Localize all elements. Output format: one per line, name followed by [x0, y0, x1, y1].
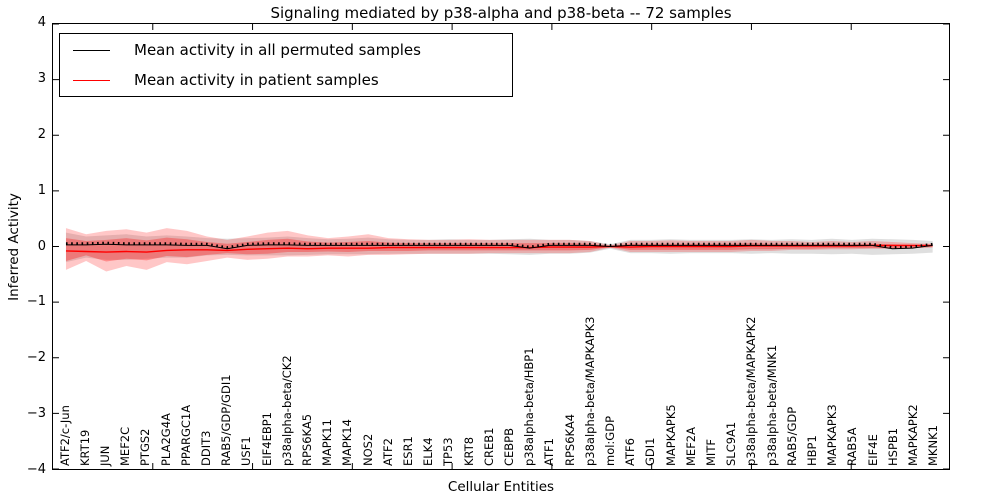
x-tick-label: RAB5A: [845, 427, 860, 466]
y-tick-label: −2: [26, 350, 46, 366]
x-tick-label: p38alpha-beta/MAPKAPK3: [582, 316, 597, 467]
legend-row-patient: Mean activity in patient samples: [60, 65, 512, 95]
x-tick-label: ATF2: [380, 438, 395, 466]
y-tick-label: −4: [26, 462, 46, 477]
x-tick-label: RAB5/GDP: [784, 406, 799, 466]
x-tick-label: DDIT3: [198, 430, 213, 466]
y-tick-label: 2: [37, 126, 46, 142]
patient-line-swatch: [73, 79, 110, 81]
x-tick-label: ELK4: [421, 437, 436, 466]
x-tick-label: p38alpha-beta/MNK1: [764, 344, 779, 466]
x-tick-label: MAPK14: [340, 419, 355, 466]
x-tick-label: MITF: [703, 439, 718, 466]
x-tick-label: MAPK11: [320, 419, 335, 466]
chart-svg: [53, 24, 949, 469]
y-tick-label: 4: [37, 15, 46, 30]
x-tick-label: p38alpha-beta/HBP1: [522, 347, 537, 466]
x-tick-label: MAPKAPK2: [905, 404, 920, 466]
x-tick-label: mol:GDP: [602, 415, 617, 466]
x-tick-label: PTGS2: [138, 428, 153, 467]
patient-mean-line: [65, 244, 933, 253]
plot-area: [52, 23, 950, 470]
x-tick-label: ESR1: [400, 436, 415, 466]
permuted-mean-line: [65, 243, 933, 250]
x-tick-label: p38alpha-beta/MAPKAPK2: [744, 316, 759, 467]
x-tick-label: PLA2G4A: [158, 413, 173, 466]
x-tick-label: KRT8: [461, 436, 476, 466]
patient-samples-inner-spread: [65, 237, 933, 262]
x-tick-label: NOS2: [360, 433, 375, 466]
x-tick-label: MAPKAPK3: [825, 404, 840, 466]
legend-row-permuted: Mean activity in all permuted samples: [60, 35, 512, 65]
x-tick-label: CEBPB: [501, 427, 516, 466]
x-tick-label: ATF2/c-Jun: [57, 405, 72, 466]
y-tick-label: −1: [26, 294, 46, 310]
legend: Mean activity in all permuted samples Me…: [59, 33, 513, 97]
y-tick-label: 0: [37, 238, 46, 254]
x-axis-label: Cellular Entities: [447, 479, 555, 495]
x-tick-label: ATF6: [623, 438, 638, 466]
x-tick-label: JUN: [97, 445, 112, 466]
x-tick-label: ATF1: [542, 438, 557, 466]
x-tick-label: RPS6KA4: [562, 413, 577, 466]
x-tick-label: EIF4EBP1: [259, 412, 274, 466]
x-tick-label: RAB5/GDP/GDI1: [219, 374, 234, 466]
x-tick-label: KRT19: [77, 429, 92, 466]
x-tick-label: MKNK1: [926, 425, 941, 466]
x-tick-label: PPARGC1A: [178, 404, 193, 466]
permuted-line-swatch: [73, 49, 110, 51]
patient-samples-outer-spread: [65, 228, 933, 272]
chart-title: Signaling mediated by p38-alpha and p38-…: [270, 4, 732, 22]
x-tick-label: GDI1: [643, 437, 658, 466]
legend-label-patient: Mean activity in patient samples: [134, 71, 379, 89]
x-tick-label: MAPKAPK5: [663, 404, 678, 466]
x-tick-label: TP53: [441, 437, 456, 466]
y-tick-label: 3: [37, 70, 46, 86]
x-tick-label: MEF2A: [683, 427, 698, 466]
y-tick-label: −3: [26, 406, 46, 422]
y-tick-label: 1: [37, 182, 46, 198]
x-tick-label: HSPB1: [885, 427, 900, 466]
x-tick-label: MEF2C: [118, 426, 133, 466]
x-tick-label: USF1: [239, 436, 254, 466]
x-tick-label: p38alpha-beta/CK2: [279, 355, 294, 466]
x-tick-label: CREB1: [481, 427, 496, 467]
x-tick-label: HBP1: [804, 435, 819, 466]
x-tick-label: RPS6KA5: [299, 413, 314, 466]
x-tick-label: SLC9A1: [724, 421, 739, 466]
x-tick-label: EIF4E: [865, 434, 880, 466]
legend-label-permuted: Mean activity in all permuted samples: [134, 41, 421, 59]
